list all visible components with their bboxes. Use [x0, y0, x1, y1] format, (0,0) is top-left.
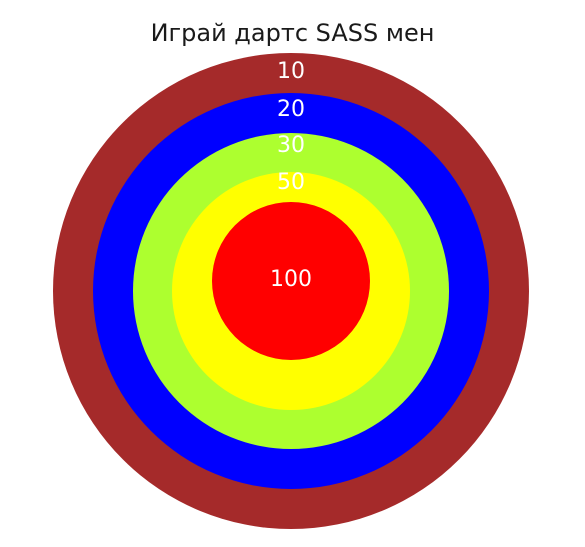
ring-label-100: 100 [270, 267, 312, 292]
page-title: Играй дартс SASS мен [150, 19, 435, 47]
ring-label-30: 30 [277, 133, 305, 158]
ring-label-20: 20 [277, 97, 305, 122]
ring-label-10: 10 [277, 59, 305, 84]
ring-100-bullseye[interactable]: 100 [212, 202, 370, 360]
ring-label-50: 50 [277, 170, 305, 195]
